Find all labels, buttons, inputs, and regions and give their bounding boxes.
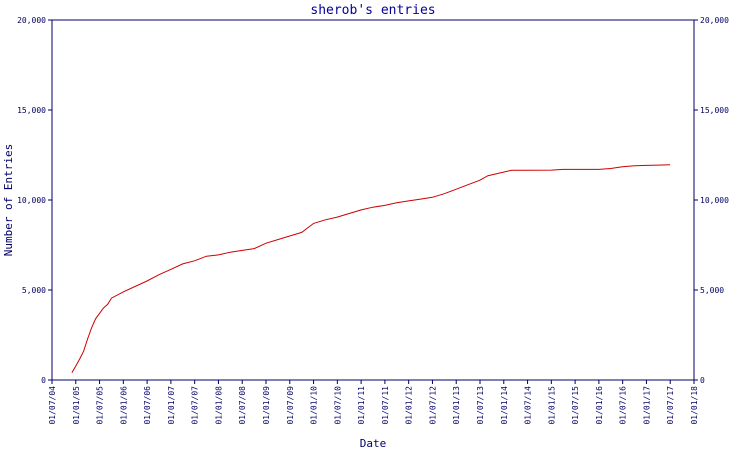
x-tick-label: 01/01/14 (500, 386, 509, 425)
x-tick-label: 01/07/08 (238, 386, 247, 425)
chart-title: sherob's entries (310, 3, 435, 18)
x-tick-label: 01/07/06 (143, 386, 152, 425)
y-tick-label: 15,000 (17, 106, 46, 115)
x-axis: 01/07/04 01/01/05 01/07/05 01/01/06 01/07/06… (48, 380, 699, 425)
x-tick-label: 01/07/07 (191, 386, 200, 425)
x-tick-label: 01/01/18 (690, 386, 699, 425)
x-tick-label: 01/01/09 (262, 386, 271, 425)
x-axis-title: Date (360, 437, 387, 450)
y-tick-label: 15,000 (700, 106, 729, 115)
x-tick-label: 01/07/10 (333, 386, 342, 425)
x-tick-label: 01/01/16 (595, 386, 604, 425)
x-tick-label: 01/07/05 (96, 386, 105, 425)
y-axis-right: 0 5,000 10,000 15,000 20,000 (694, 16, 729, 385)
x-tick-label: 01/01/12 (405, 386, 414, 425)
y-tick-label: 10,000 (700, 196, 729, 205)
y-axis-left: 0 5,000 10,000 15,000 20,000 (17, 16, 52, 385)
x-tick-label: 01/07/17 (666, 386, 675, 425)
x-tick-label: 01/07/11 (381, 386, 390, 425)
plot-area (51, 19, 695, 381)
y-tick-label: 5,000 (700, 286, 724, 295)
x-tick-label: 01/07/04 (48, 386, 57, 425)
y-tick-label: 0 (41, 376, 46, 385)
x-tick-label: 01/07/15 (571, 386, 580, 425)
y-tick-label: 20,000 (700, 16, 729, 25)
y-tick-label: 5,000 (22, 286, 46, 295)
x-tick-label: 01/01/11 (357, 386, 366, 425)
x-tick-label: 01/01/05 (72, 386, 81, 425)
x-tick-label: 01/01/17 (642, 386, 651, 425)
series-layer (71, 164, 671, 374)
y-tick-label: 10,000 (17, 196, 46, 205)
x-tick-label: 01/07/09 (286, 386, 295, 425)
x-tick-label: 01/01/10 (310, 386, 319, 425)
x-tick-label: 01/07/16 (619, 386, 628, 425)
x-tick-label: 01/07/13 (476, 386, 485, 425)
x-tick-label: 01/01/07 (167, 386, 176, 425)
x-tick-label: 01/01/13 (452, 386, 461, 425)
y-axis-title: Number of Entries (2, 144, 15, 257)
x-tick-label: 01/07/14 (524, 386, 533, 425)
y-tick-label: 20,000 (17, 16, 46, 25)
x-tick-label: 01/07/12 (428, 386, 437, 425)
x-tick-label: 01/01/06 (119, 386, 128, 425)
x-tick-label: 01/01/15 (547, 386, 556, 425)
series-line (71, 164, 671, 374)
x-tick-label: 01/01/08 (214, 386, 223, 425)
y-tick-label: 0 (700, 376, 705, 385)
